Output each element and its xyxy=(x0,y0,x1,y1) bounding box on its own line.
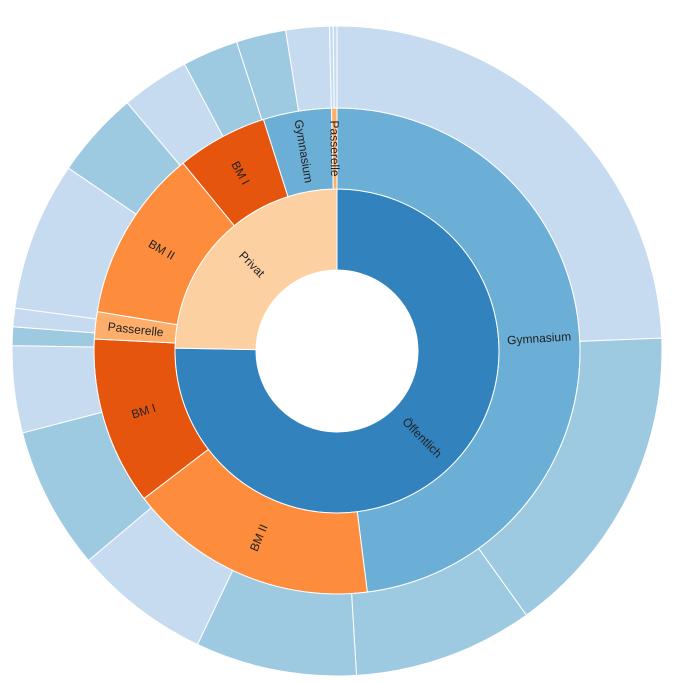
ring2-segment-passerelle-3-label: Passerelle xyxy=(107,320,165,340)
sunburst-segments xyxy=(11,25,663,677)
ring2-segment-bm-i-2-label: BM I xyxy=(130,401,158,422)
ring2-segment-gymnasium-0-label: Gymnasium xyxy=(507,329,572,347)
ring3-segment-16[interactable] xyxy=(332,25,338,109)
ring3-segment-0[interactable] xyxy=(336,25,663,342)
ring2-segment-passerelle-7-label: Passerelle xyxy=(327,120,342,177)
